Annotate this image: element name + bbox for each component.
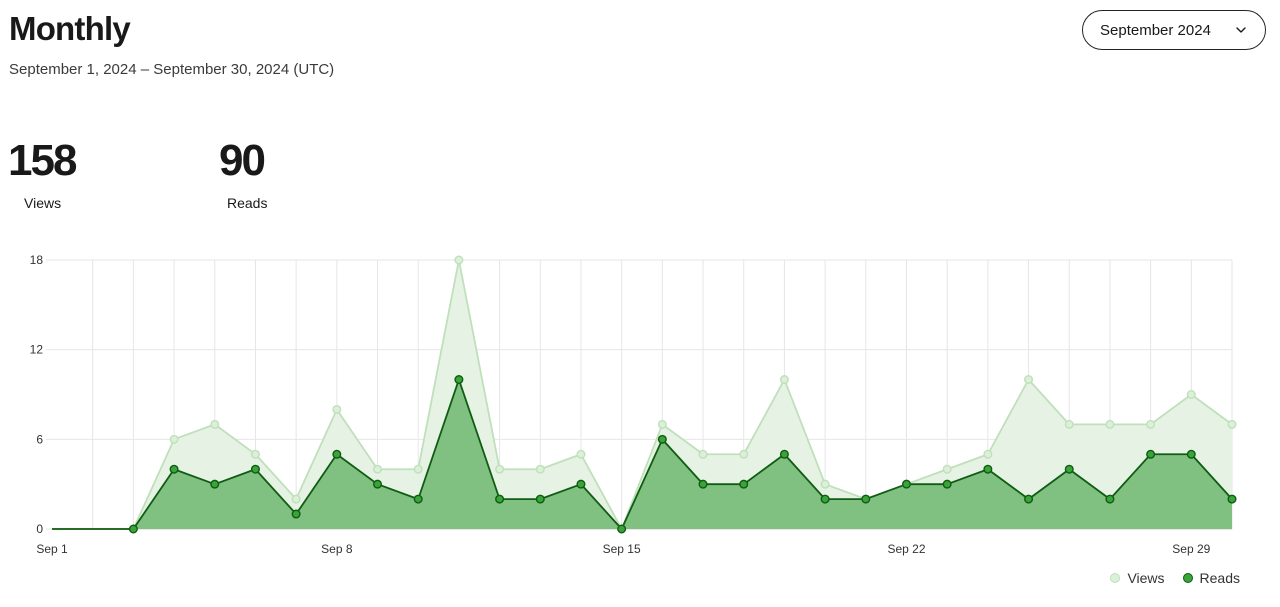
x-tick-label: Sep 29 <box>1172 542 1210 556</box>
reads-point <box>820 494 830 504</box>
views-point <box>983 449 993 459</box>
reads-point <box>1186 449 1196 459</box>
x-tick-label: Sep 8 <box>321 542 353 556</box>
stat-views-label: Views <box>24 195 62 211</box>
views-point <box>495 464 505 474</box>
reads-point <box>657 434 667 444</box>
reads-point <box>495 494 505 504</box>
legend-reads-label: Reads <box>1199 570 1240 586</box>
views-point <box>1064 419 1074 429</box>
reads-point <box>413 494 423 504</box>
legend-item-reads[interactable]: Reads <box>1182 570 1240 586</box>
views-point <box>1146 419 1156 429</box>
views-point <box>535 464 545 474</box>
views-line <box>52 259 1233 530</box>
reads-point <box>576 479 586 489</box>
reads-point <box>942 479 952 489</box>
y-tick-label: 6 <box>36 432 43 446</box>
views-point <box>779 375 789 385</box>
views-point <box>373 464 383 474</box>
views-point <box>1024 375 1034 385</box>
y-tick-label: 0 <box>36 522 43 536</box>
x-tick-label: Sep 1 <box>36 542 68 556</box>
views-point <box>942 464 952 474</box>
legend-item-views[interactable]: Views <box>1110 570 1165 586</box>
reads-point <box>128 524 138 534</box>
y-tick-label: 12 <box>30 343 44 357</box>
stat-reads-value: 90 <box>219 136 266 185</box>
views-point <box>454 255 464 265</box>
x-tick-label: Sep 15 <box>603 542 641 556</box>
reads-point <box>861 494 871 504</box>
reads-point <box>779 449 789 459</box>
reads-point <box>983 464 993 474</box>
views-point <box>698 449 708 459</box>
month-select[interactable]: September 2024 <box>1082 10 1266 50</box>
reads-point <box>250 464 260 474</box>
reads-point <box>332 449 342 459</box>
reads-point <box>210 479 220 489</box>
views-point <box>250 449 260 459</box>
views-point <box>1105 419 1115 429</box>
date-range: September 1, 2024 – September 30, 2024 (… <box>9 61 335 78</box>
reads-legend-dot <box>1182 573 1193 583</box>
reads-point <box>1024 494 1034 504</box>
views-point <box>820 479 830 489</box>
page-title: Monthly <box>9 10 131 47</box>
views-legend-dot <box>1110 573 1121 583</box>
reads-line <box>52 378 1233 530</box>
reads-point <box>291 509 301 519</box>
views-point <box>413 464 423 474</box>
reads-point <box>1064 464 1074 474</box>
reads-point <box>698 479 708 489</box>
stat-reads: 90 Reads <box>219 136 267 212</box>
reads-point <box>169 464 179 474</box>
chevron-down-icon <box>1236 27 1246 33</box>
views-point <box>739 449 749 459</box>
views-point <box>169 434 179 444</box>
reads-point <box>454 375 464 385</box>
stat-views-value: 158 <box>8 136 77 185</box>
stat-views: 158 Views <box>8 136 77 212</box>
reads-point <box>1227 494 1237 504</box>
views-point <box>332 404 342 414</box>
views-point <box>657 419 667 429</box>
reads-point <box>1105 494 1115 504</box>
views-point <box>291 494 301 504</box>
views-point <box>576 449 586 459</box>
chart-legend: Views Reads <box>1110 570 1240 586</box>
reads-point <box>373 479 383 489</box>
month-select-label: September 2024 <box>1100 21 1211 39</box>
reads-point <box>617 524 627 534</box>
reads-point <box>739 479 749 489</box>
views-point <box>210 419 220 429</box>
reads-area <box>52 379 1232 529</box>
reads-point <box>1146 449 1156 459</box>
y-tick-label: 18 <box>30 253 44 267</box>
reads-point <box>901 479 911 489</box>
legend-views-label: Views <box>1127 570 1165 586</box>
reads-point <box>535 494 545 504</box>
monthly-chart: 0 6 12 18 Sep 1 Sep 8 Sep 15 Sep 22 Sep 29 <box>30 253 1237 556</box>
views-point <box>1186 389 1196 399</box>
views-point <box>1227 419 1237 429</box>
stat-reads-label: Reads <box>227 195 268 211</box>
x-tick-label: Sep 22 <box>887 542 925 556</box>
